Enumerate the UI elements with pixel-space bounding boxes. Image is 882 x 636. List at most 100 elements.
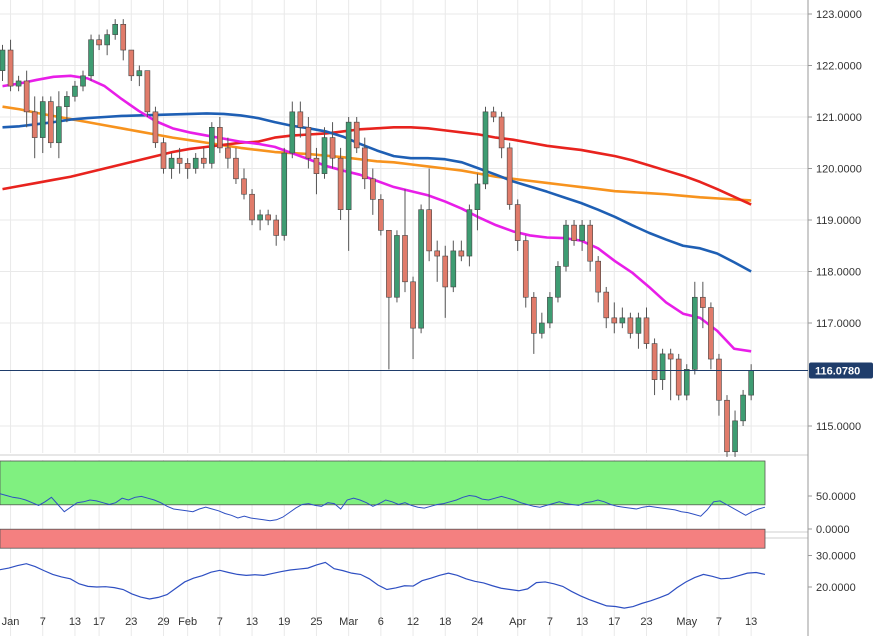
candle-body — [281, 152, 288, 236]
candle-body — [716, 358, 722, 401]
candle-up — [539, 312, 545, 339]
candle-body — [410, 281, 416, 329]
candle-body — [329, 137, 336, 159]
candle-down — [426, 168, 432, 262]
price-tick-label: 123.0000 — [816, 9, 862, 21]
sma20-line — [2, 74, 752, 353]
candle-body — [369, 178, 376, 200]
time-tick-label: 25 — [310, 616, 322, 628]
candle-body — [80, 75, 86, 87]
candlesticks — [0, 19, 754, 457]
candle-down — [249, 189, 255, 226]
candle-down — [595, 256, 602, 303]
candle-body — [31, 111, 38, 138]
candle-body — [257, 214, 263, 221]
time-tick-label: May — [676, 616, 697, 628]
candle-body — [458, 250, 465, 257]
candle-body — [732, 420, 738, 453]
candle-body — [708, 307, 714, 360]
candle-body — [700, 296, 706, 308]
candle-down — [434, 240, 441, 282]
rsi-tick-label: 0.0000 — [816, 524, 850, 536]
candle-up — [209, 122, 215, 169]
candle-down — [313, 147, 320, 195]
candle-up — [80, 70, 86, 92]
candle-body — [249, 193, 255, 221]
candle-down — [611, 302, 618, 334]
candle-down — [587, 220, 593, 272]
candle-body — [386, 230, 392, 298]
candle-body — [498, 116, 505, 149]
rsi-tick-label: 50.0000 — [816, 491, 856, 503]
moving-averages — [2, 74, 752, 353]
candle-up — [579, 220, 585, 251]
candle-body — [353, 121, 360, 149]
candle-down — [23, 70, 30, 128]
price-tick-label: 120.0000 — [816, 164, 862, 176]
price-tick-label: 117.0000 — [816, 318, 861, 330]
candle-body — [120, 23, 127, 51]
candle-body — [474, 183, 481, 210]
candle-body — [434, 250, 441, 257]
candle-down — [7, 39, 14, 92]
candle-down — [144, 70, 151, 117]
candle-body — [176, 157, 183, 164]
candle-body — [321, 137, 328, 174]
candle-down — [128, 49, 135, 81]
time-tick-label: 17 — [608, 616, 620, 628]
candle-up — [15, 75, 22, 92]
oversold-band — [0, 528, 766, 549]
candle-up — [112, 19, 118, 40]
candle-down — [530, 292, 537, 354]
candle-body — [683, 369, 690, 396]
candle-up — [691, 281, 698, 375]
candle-up — [555, 261, 561, 303]
candle-body — [450, 250, 457, 288]
candle-up — [0, 44, 6, 81]
candle-down — [217, 117, 223, 154]
last-price-label: 116.0780 — [815, 365, 860, 377]
last-price-tag-bg — [809, 362, 873, 379]
candle-body — [587, 224, 593, 262]
candle-body — [691, 296, 698, 370]
candle-body — [659, 353, 666, 380]
candle-up — [740, 389, 746, 426]
time-tick-label: 29 — [157, 616, 169, 628]
candle-body — [442, 255, 449, 288]
candle-up — [418, 204, 424, 334]
candle-body — [506, 147, 513, 205]
candle-down — [353, 117, 360, 154]
candle-body — [418, 209, 424, 329]
candle-body — [667, 353, 674, 360]
candle-up — [104, 29, 110, 56]
candle-body — [378, 199, 384, 231]
candle-body — [603, 291, 610, 319]
candle-down — [305, 117, 312, 169]
time-tick-label: 7 — [547, 616, 553, 628]
candle-down — [200, 147, 207, 169]
candle-body — [426, 209, 432, 252]
time-tick-label: Jan — [2, 616, 20, 628]
candle-body — [675, 358, 682, 396]
candle-body — [555, 266, 561, 298]
candle-body — [56, 106, 62, 144]
candle-up — [635, 312, 642, 349]
candle-body — [748, 370, 754, 396]
candle-body — [595, 260, 602, 293]
candle-down — [498, 111, 505, 159]
candle-down — [708, 302, 714, 370]
candle-body — [361, 147, 368, 180]
candle-down — [47, 96, 54, 148]
candle-body — [112, 23, 118, 35]
time-tick-label: 18 — [439, 616, 451, 628]
time-tick-label: 13 — [576, 616, 588, 628]
price-tick-label: 118.0000 — [816, 267, 861, 279]
price-tick-label: 119.0000 — [816, 215, 861, 227]
candle-body — [635, 317, 642, 334]
candle-body — [15, 80, 22, 87]
candle-body — [104, 34, 110, 46]
candle-down — [643, 307, 650, 349]
candle-down — [724, 395, 730, 457]
candle-down — [31, 96, 38, 159]
candle-up — [619, 307, 626, 329]
